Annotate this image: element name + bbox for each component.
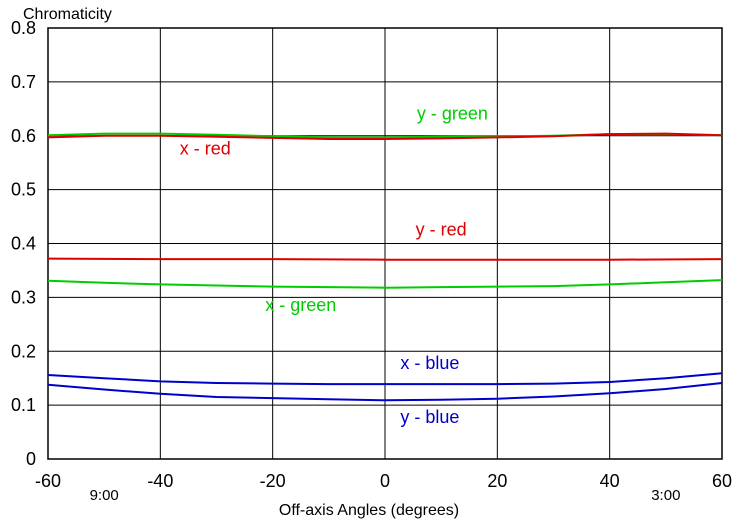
series-label-y-green: y - green	[417, 104, 488, 124]
series-label-y-blue: y - blue	[400, 407, 459, 427]
series-label-x-blue: x - blue	[400, 353, 459, 373]
series-line-x-green	[47, 279, 723, 289]
series-label-y-red: y - red	[416, 219, 467, 239]
y-tick-label: 0.5	[11, 180, 36, 200]
y-tick-label: 0.1	[11, 395, 36, 415]
x-axis-title: Off-axis Angles (degrees)	[279, 502, 459, 519]
x-tick-label: 60	[712, 471, 732, 491]
y-tick-label: 0	[26, 449, 36, 469]
y-tick-label: 0.3	[11, 287, 36, 307]
x-tick-label: 0	[380, 471, 390, 491]
y-tick-label: 0.7	[11, 72, 36, 92]
series-line-y-red	[47, 257, 723, 261]
y-axis-title: Chromaticity	[23, 6, 112, 23]
x-tick-label: -20	[260, 471, 286, 491]
x-tick-label: -40	[147, 471, 173, 491]
x-tick-label: 40	[600, 471, 620, 491]
x-tick-label: 20	[487, 471, 507, 491]
series-line-y-blue	[47, 382, 723, 402]
y-tick-label: 0.8	[11, 18, 36, 38]
annotations: 9:00 3:00	[90, 487, 681, 504]
y-tick-label: 0.4	[11, 234, 36, 254]
y-tick-label: 0.6	[11, 126, 36, 146]
x-tick-label: -60	[35, 471, 61, 491]
series-line-x-blue	[47, 372, 723, 386]
clock-annotation: 3:00	[651, 487, 680, 504]
series-label-x-red: x - red	[180, 139, 231, 159]
series-line-x-red	[47, 132, 723, 140]
grid	[47, 27, 723, 460]
clock-annotation: 9:00	[90, 487, 119, 504]
series-label-x-green: x - green	[265, 295, 336, 315]
series-labels: y - green x - red y - red x - green x - blue…	[180, 104, 488, 427]
series-lines	[47, 132, 723, 402]
plot-frame	[47, 27, 723, 460]
tick-labels: -60 -40 -20 0 20 40 60 0 0.1 0.2 0.3 0.4 0.5 0.6 0.7 0.…	[11, 18, 732, 491]
y-tick-label: 0.2	[11, 341, 36, 361]
